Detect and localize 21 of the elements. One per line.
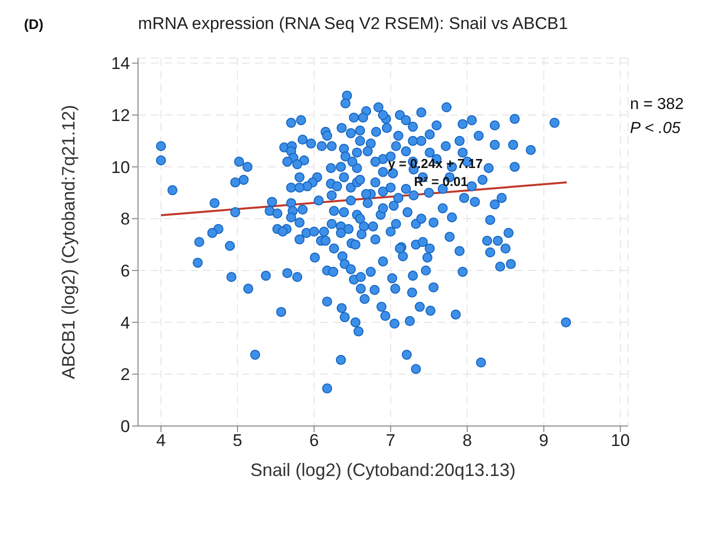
y-tick-label: 4: [120, 313, 130, 332]
x-tick-label: 10: [610, 431, 630, 450]
x-tick-label: 5: [232, 431, 242, 450]
y-tick-label: 14: [111, 54, 130, 74]
x-tick-label: 9: [539, 431, 549, 450]
x-tick-label: 6: [309, 431, 319, 450]
text: P < .05: [630, 120, 681, 138]
text: n = 382: [630, 96, 684, 114]
x-axis-title: Snail (log2) (Cytoband:20q13.13): [250, 460, 516, 480]
y-tick-label: 0: [120, 417, 130, 436]
y-tick-label: 2: [120, 365, 130, 384]
x-tick-label: 4: [156, 431, 166, 450]
x-tick-label: 7: [386, 431, 396, 450]
y-tick-label: 12: [111, 106, 130, 126]
y-tick-label: 8: [120, 210, 130, 229]
text: (D): [24, 16, 44, 32]
y-tick-label: 10: [111, 158, 130, 177]
x-tick-label: 8: [462, 431, 472, 450]
y-axis-title: ABCB1 (log2) (Cytoband:7q21.12): [58, 104, 78, 380]
chart-title: mRNA expression (RNA Seq V2 RSEM): Snail vs ABCB1: [138, 14, 568, 33]
y-tick-label: 6: [120, 262, 130, 281]
